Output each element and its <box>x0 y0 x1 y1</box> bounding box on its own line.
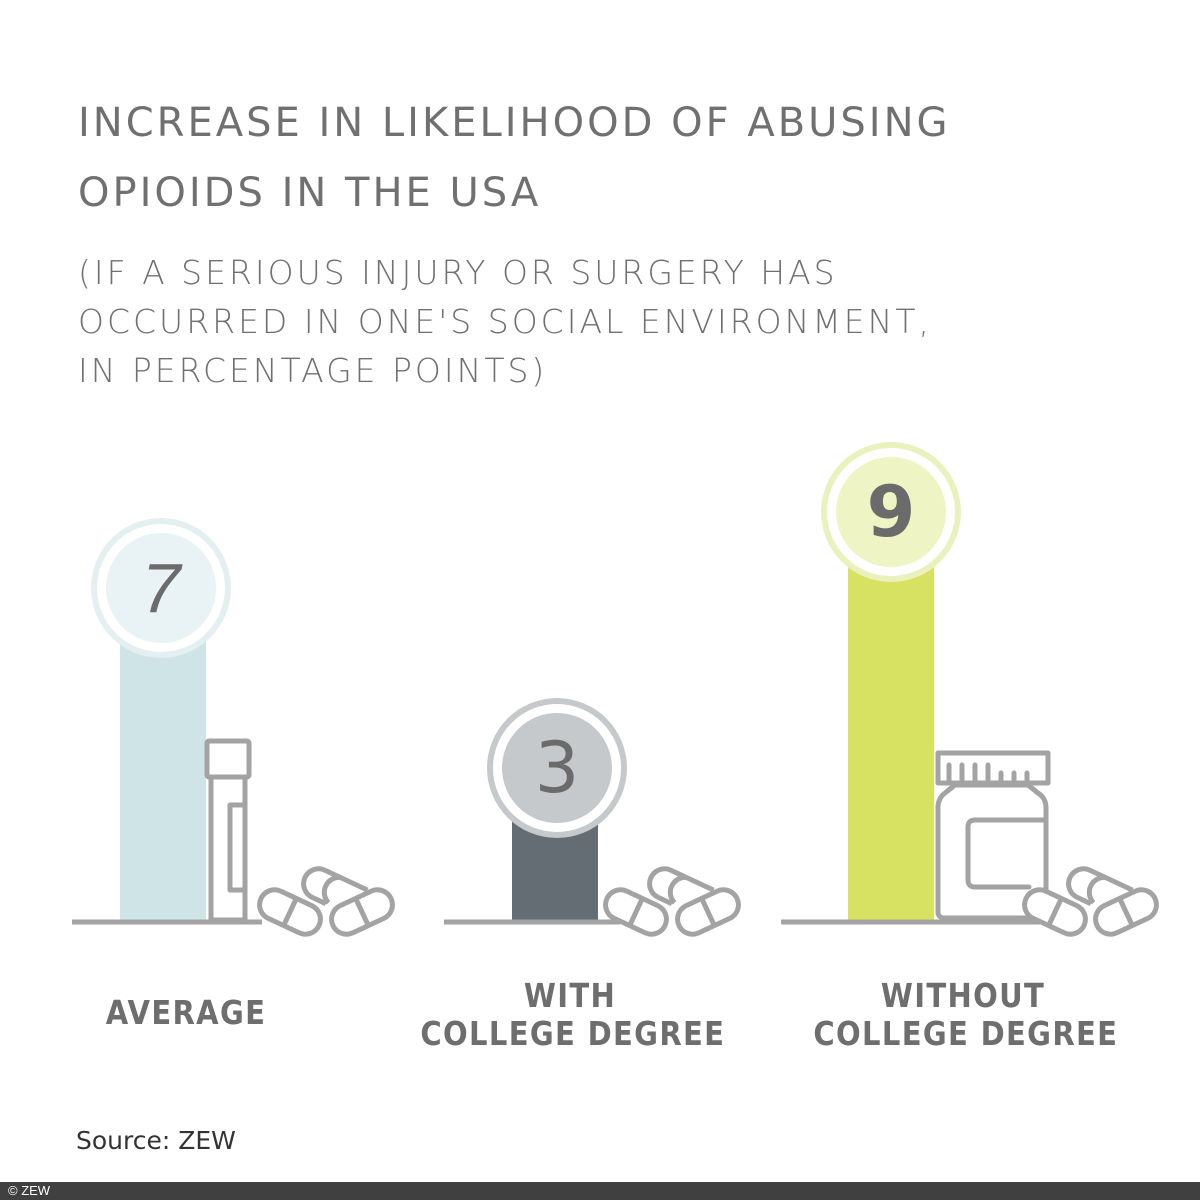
chart-subtitle-line-3: IN PERCENTAGE POINTS) <box>78 351 548 390</box>
chart-subtitle-line-2: OCCURRED IN ONE'S SOCIAL ENVIRONMENT, <box>78 302 932 341</box>
value-circle-inner-with-college-degree <box>502 713 612 823</box>
bar-without-college-degree <box>848 545 934 920</box>
chart-title: INCREASE IN LIKELIHOOD OF ABUSING OPIOID… <box>78 88 1078 228</box>
copyright-text: © ZEW <box>8 1183 51 1198</box>
bar-average <box>120 620 206 920</box>
category-label-with-college-degree-line-2: COLLEGE DEGREE <box>420 1014 726 1053</box>
category-label-with-college-degree: WITH COLLEGE DEGREE <box>420 976 726 1053</box>
pills-icon <box>603 866 741 937</box>
pills-icon <box>1022 866 1159 937</box>
category-label-with-college-degree-line-1: WITH <box>523 976 617 1015</box>
chart-subtitle-line-1: (IF A SERIOUS INJURY OR SURGERY HAS <box>78 253 838 292</box>
copyright-bar: © ZEW <box>0 1182 1200 1200</box>
value-label-without-college-degree: 9 <box>866 471 916 553</box>
source-note: Source: ZEW <box>76 1126 236 1155</box>
chart-title-line-2: OPIOIDS IN THE USA <box>78 170 542 216</box>
chart-subtitle: (IF A SERIOUS INJURY OR SURGERY HAS OCCU… <box>78 248 1078 395</box>
category-label-without-college-degree-line-2: COLLEGE DEGREE <box>813 1014 1119 1053</box>
pill-bottle-icon <box>935 750 1051 921</box>
pills-icon <box>257 866 395 937</box>
vial-icon <box>204 738 252 923</box>
bar-group-average <box>72 518 395 937</box>
category-label-without-college-degree: WITHOUT COLLEGE DEGREE <box>813 976 1119 1053</box>
value-label-with-college-degree: 3 <box>534 727 580 809</box>
chart-title-line-1: INCREASE IN LIKELIHOOD OF ABUSING <box>78 100 951 146</box>
value-circle-inner-average <box>106 533 216 643</box>
category-label-average-line-1: AVERAGE <box>105 993 267 1032</box>
value-circle-inner-without-college-degree <box>836 457 946 567</box>
bar-group-without-college-degree <box>781 442 1159 937</box>
category-label-average: AVERAGE <box>89 994 283 1032</box>
category-label-without-college-degree-line-1: WITHOUT <box>880 976 1046 1015</box>
value-label-average: 7 <box>141 549 181 627</box>
bar-group-with-college-degree <box>444 698 741 937</box>
